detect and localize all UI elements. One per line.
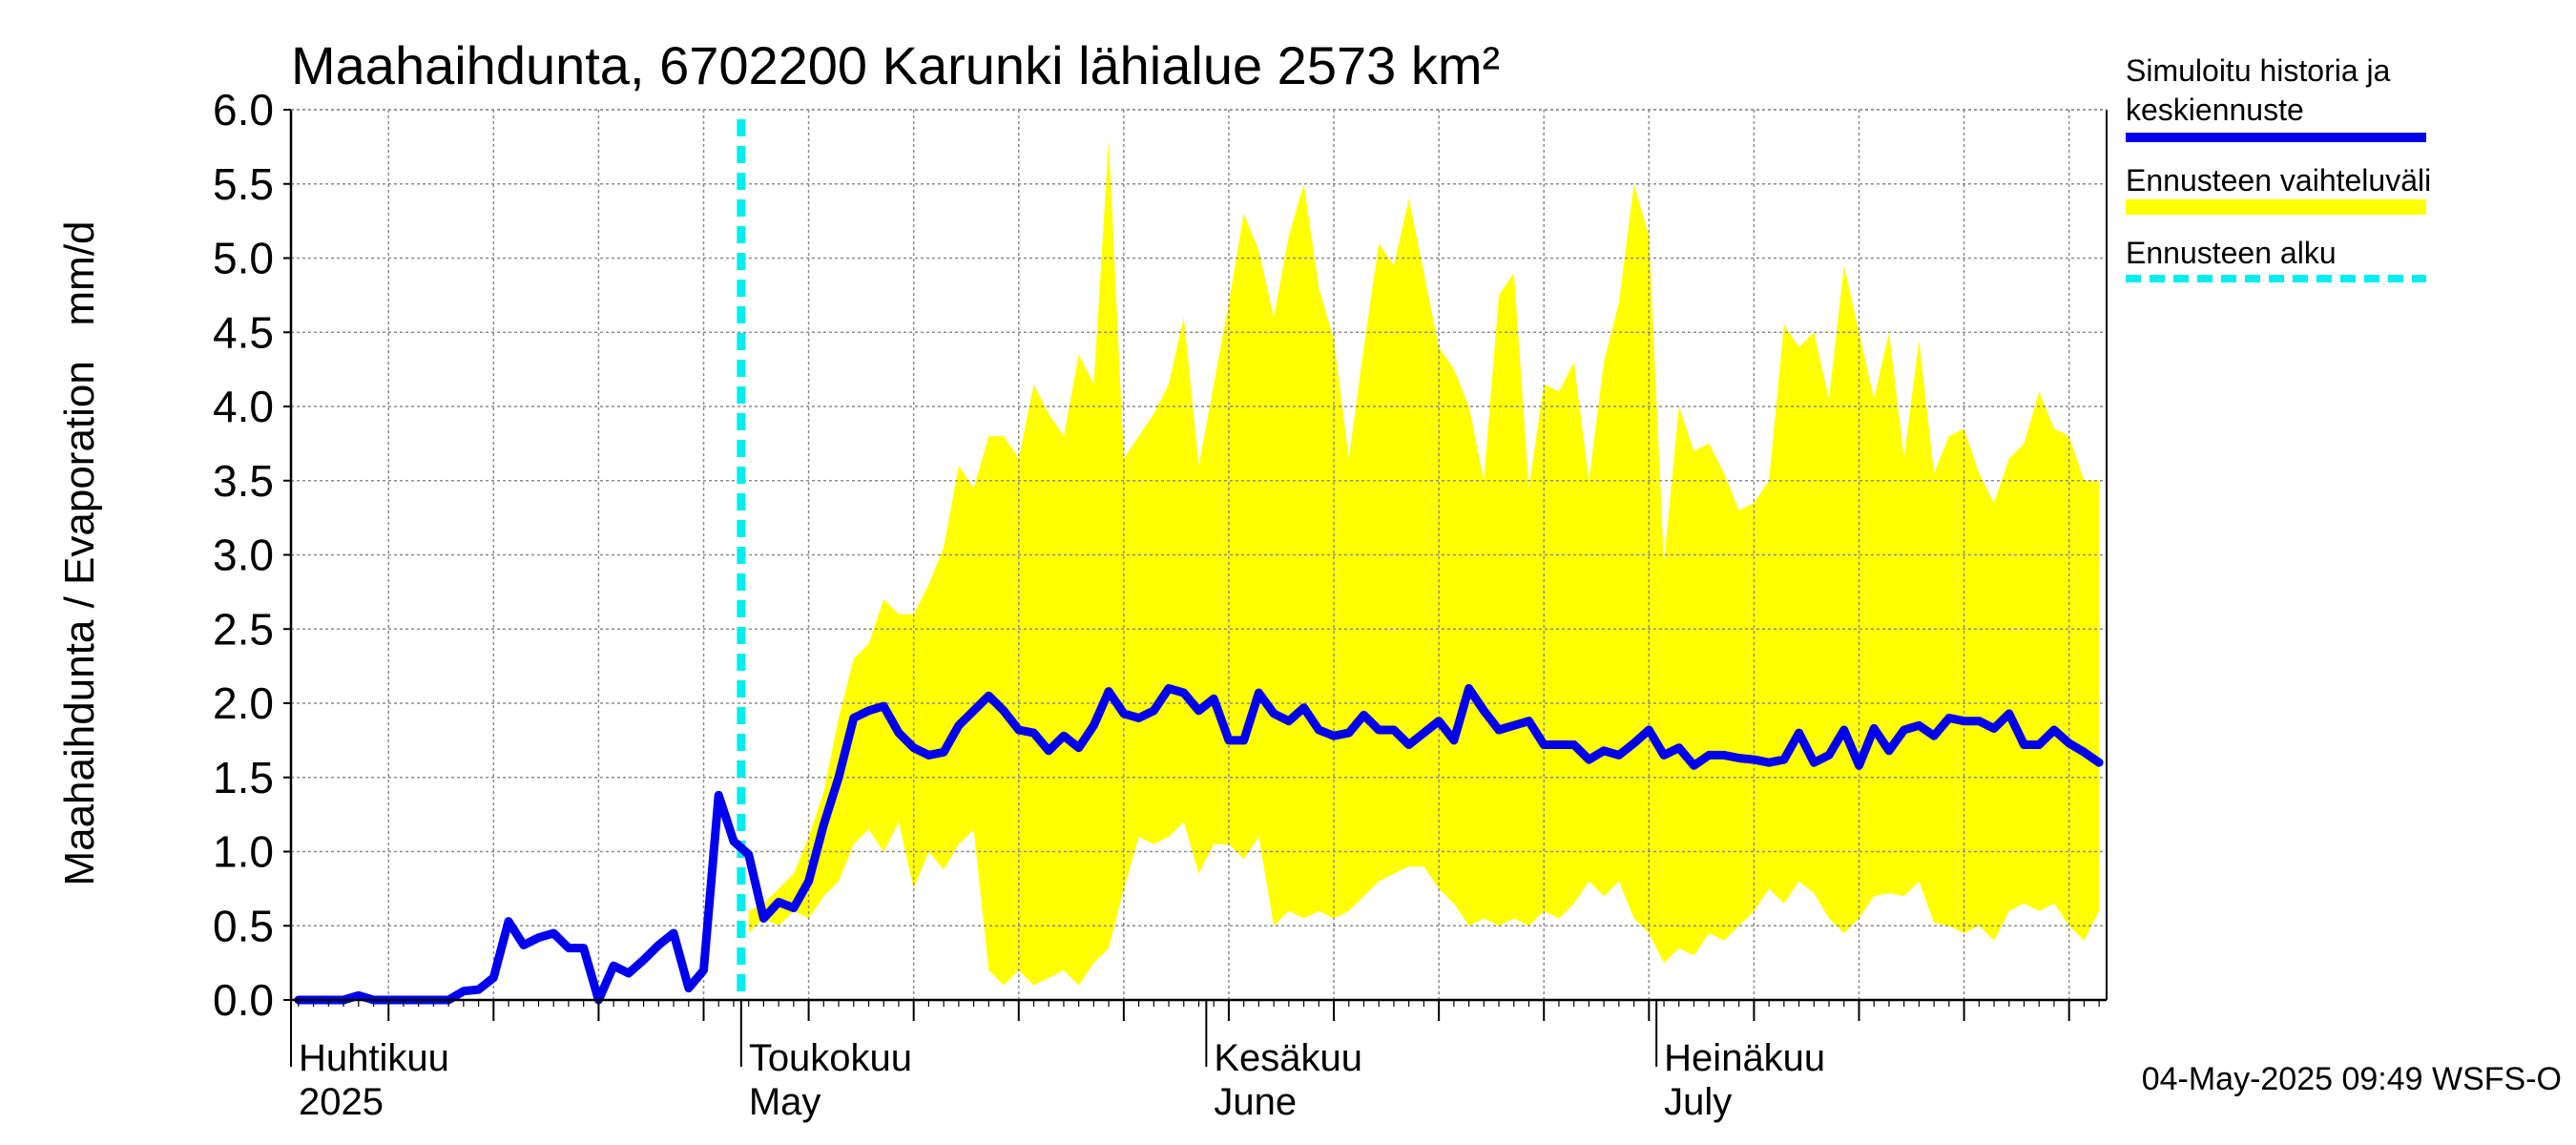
axes — [283, 109, 2108, 1067]
month-label-en: May — [749, 1081, 821, 1123]
y-tick-label: 2.0 — [213, 678, 274, 728]
y-tick-label: 0.0 — [213, 975, 274, 1025]
footer-timestamp: 04-May-2025 09:49 WSFS-O — [2142, 1061, 2562, 1097]
y-tick-labels: 0.0 0.5 1.0 1.5 2.0 2.5 3.0 3.5 4.0 4.5 5.0 5.5 6.0 — [213, 85, 274, 1025]
month-label-en: 2025 — [299, 1081, 384, 1123]
legend: Simuloitu historia ja keskiennuste Ennus… — [2126, 53, 2431, 282]
month-label-en: July — [1664, 1081, 1732, 1123]
range-band-area — [748, 139, 2100, 986]
month-label-fi: Toukokuu — [749, 1037, 912, 1079]
y-tick-label: 4.0 — [213, 382, 274, 431]
y-tick-label: 3.5 — [213, 456, 274, 506]
month-label-fi: Kesäkuu — [1214, 1037, 1362, 1079]
legend-label-range: Ennusteen vaihteluväli — [2126, 163, 2431, 198]
month-label-en: June — [1214, 1081, 1297, 1123]
y-tick-label: 0.5 — [213, 901, 274, 950]
y-tick-label: 5.0 — [213, 234, 274, 283]
chart-title: Maahaihdunta, 6702200 Karunki lähialue 2… — [291, 35, 1500, 95]
forecast-range-band — [748, 139, 2100, 986]
month-label-fi: Huhtikuu — [299, 1037, 449, 1079]
y-tick-label: 5.5 — [213, 159, 274, 209]
y-tick-label: 1.5 — [213, 753, 274, 802]
y-axis-label: Maahaihdunta / Evaporation mm/d — [56, 220, 103, 885]
legend-label-median-line1: Simuloitu historia ja — [2126, 53, 2391, 88]
y-tick-label: 2.5 — [213, 604, 274, 654]
month-label-fi: Heinäkuu — [1664, 1037, 1825, 1079]
legend-label-median-line2: keskiennuste — [2126, 93, 2304, 127]
y-tick-label: 1.0 — [213, 827, 274, 877]
y-tick-label: 6.0 — [213, 85, 274, 135]
y-tick-label: 4.5 — [213, 307, 274, 357]
legend-label-forecast-start: Ennusteen alku — [2126, 236, 2337, 270]
y-tick-label: 3.0 — [213, 531, 274, 580]
